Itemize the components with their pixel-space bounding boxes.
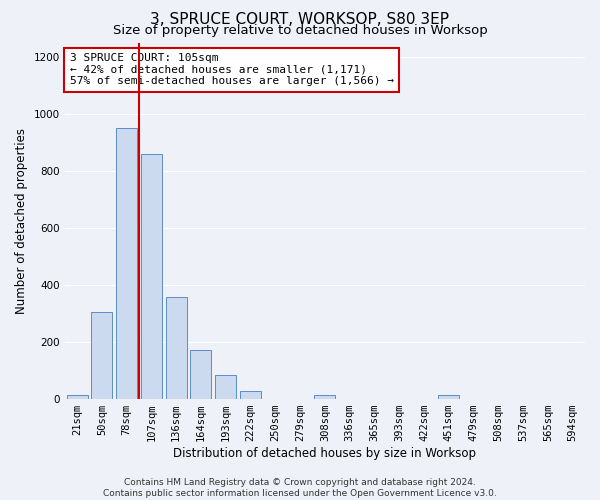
- Bar: [215, 376, 236, 399]
- Bar: [240, 391, 261, 399]
- Bar: [314, 396, 335, 399]
- Bar: [67, 396, 88, 399]
- Text: Contains HM Land Registry data © Crown copyright and database right 2024.
Contai: Contains HM Land Registry data © Crown c…: [103, 478, 497, 498]
- X-axis label: Distribution of detached houses by size in Worksop: Distribution of detached houses by size …: [173, 447, 476, 460]
- Bar: [166, 297, 187, 399]
- Text: 3, SPRUCE COURT, WORKSOP, S80 3EP: 3, SPRUCE COURT, WORKSOP, S80 3EP: [151, 12, 449, 28]
- Y-axis label: Number of detached properties: Number of detached properties: [15, 128, 28, 314]
- Text: Size of property relative to detached houses in Worksop: Size of property relative to detached ho…: [113, 24, 487, 37]
- Bar: [141, 154, 162, 399]
- Bar: [438, 396, 459, 399]
- Bar: [116, 128, 137, 399]
- Bar: [91, 312, 112, 399]
- Text: 3 SPRUCE COURT: 105sqm
← 42% of detached houses are smaller (1,171)
57% of semi-: 3 SPRUCE COURT: 105sqm ← 42% of detached…: [70, 53, 394, 86]
- Bar: [190, 350, 211, 399]
